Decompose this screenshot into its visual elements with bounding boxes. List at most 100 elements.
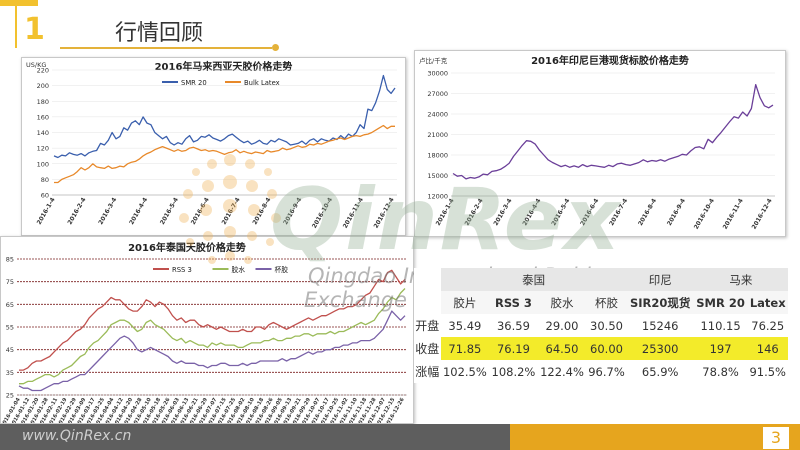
row-label: 开盘 (414, 314, 441, 337)
table-cell: 25300 (626, 337, 694, 360)
table-cell: 96.7% (586, 360, 627, 383)
column-header: RSS 3 (489, 291, 538, 314)
y-tick-label: 120 (37, 145, 49, 153)
title-underline-dot (272, 44, 279, 51)
y-axis-label: US/KG (26, 61, 46, 69)
x-tick-label: 2016-11-4 (722, 198, 745, 231)
group-header-malaysia: 马来 (693, 268, 788, 291)
table-column-header-row: 胶片 RSS 3 胶水 杯胶 SIR20现货 SMR 20 Latex (414, 291, 788, 314)
y-axis-label: 卢比/千克 (419, 56, 448, 65)
column-header: SIR20现货 (626, 291, 694, 314)
title-underline (60, 47, 272, 49)
table-cell: 110.15 (693, 314, 748, 337)
y-tick-label: 25 (6, 392, 14, 400)
x-tick-label: 2016-12-4 (751, 198, 774, 231)
legend-label: SMR 20 (181, 79, 207, 87)
column-header: SMR 20 (693, 291, 748, 314)
y-tick-label: 75 (6, 278, 14, 286)
series-line (54, 124, 395, 184)
column-header-blank (414, 291, 441, 314)
group-header-indonesia: 印尼 (626, 268, 694, 291)
table-group-header-row: 泰国 印尼 马来 (414, 268, 788, 291)
price-summary-table: 泰国 印尼 马来 胶片 RSS 3 胶水 杯胶 SIR20现货 SMR 20 L… (414, 268, 788, 383)
table-cell: 65.9% (626, 360, 694, 383)
indonesia-chart-panel: 2016年印尼巨港现货标胶价格走势 卢比/千克 12000 15000 18000 210… (414, 50, 786, 237)
table-corner-cell (414, 268, 441, 291)
column-header: Latex (747, 291, 788, 314)
legend-label: Bulk Latex (244, 79, 280, 87)
y-tick-label: 220 (37, 67, 49, 75)
y-tick-label: 15000 (427, 172, 448, 180)
column-header: 胶片 (440, 291, 490, 314)
table-cell: 60.00 (586, 337, 627, 360)
x-tick-label: 2016-9-4 (666, 198, 687, 228)
column-header: 胶水 (537, 291, 587, 314)
y-tick-label: 80 (41, 176, 49, 184)
table-cell: 36.59 (489, 314, 538, 337)
y-tick-label: 12000 (427, 193, 448, 201)
y-tick-label: 60 (41, 192, 49, 200)
y-tick-label: 65 (6, 301, 14, 309)
x-tick-label: 2016-3-4 (97, 197, 118, 227)
column-header: 杯胶 (586, 291, 627, 314)
table-cell: 197 (693, 337, 748, 360)
thailand-chart-panel: 2016年泰国天胶价格走势 25 35 45 55 65 75 85 2016-01-04 201… (0, 236, 414, 429)
y-tick-label: 140 (37, 129, 49, 137)
table-cell: 146 (747, 337, 788, 360)
x-tick-label: 2016-8-4 (637, 198, 658, 228)
row-label: 涨幅 (414, 360, 441, 383)
chart-title: 2016年印尼巨港现货标胶价格走势 (531, 54, 689, 67)
malaysia-chart-panel: 2016年马来西亚天胶价格走势 US/KG 60 80 100 120 140 160 180 2… (21, 57, 406, 236)
y-tick-label: 200 (37, 82, 49, 90)
x-tick-label: 2016-2-4 (66, 197, 87, 227)
thailand-price-chart: 2016年泰国天胶价格走势253545556575852016-01-04201… (0, 241, 407, 429)
y-tick-label: 35 (6, 369, 14, 377)
footer-dark-band (0, 424, 510, 450)
group-header-thailand: 泰国 (440, 268, 627, 291)
chart-title: 2016年马来西亚天胶价格走势 (155, 60, 293, 73)
y-tick-label: 24000 (427, 111, 448, 119)
watermark-dots (179, 154, 281, 264)
table-row-open: 开盘 35.49 36.59 29.00 30.50 15246 110.15 … (414, 314, 788, 337)
indonesia-price-chart: 2016年印尼巨港现货标胶价格走势 卢比/千克 12000 15000 18000 210… (419, 54, 775, 231)
table-cell: 76.19 (489, 337, 538, 360)
y-tick-label: 30000 (427, 70, 448, 78)
table-cell: 71.85 (440, 337, 490, 360)
y-tick-label: 85 (6, 256, 14, 264)
table-cell: 78.8% (693, 360, 748, 383)
table-cell: 91.5% (747, 360, 788, 383)
y-tick-label: 21000 (427, 131, 448, 139)
row-label: 收盘 (414, 337, 441, 360)
table-cell: 122.4% (537, 360, 587, 383)
page-title: 行情回顾 (115, 21, 204, 46)
x-tick-label: 2016-10-4 (693, 198, 716, 231)
table-row-change: 涨幅 102.5% 108.2% 122.4% 96.7% 65.9% 78.8… (414, 360, 788, 383)
legend-label: 杯胶 (275, 265, 289, 274)
table-cell: 35.49 (440, 314, 490, 337)
header-accent-bar (0, 0, 38, 6)
table-cell: 76.25 (747, 314, 788, 337)
table-cell: 30.50 (586, 314, 627, 337)
y-tick-label: 160 (37, 113, 49, 121)
table-cell: 15246 (626, 314, 694, 337)
table-cell: 29.00 (537, 314, 587, 337)
legend-label: 胶水 (232, 265, 246, 274)
table-cell: 108.2% (489, 360, 538, 383)
y-tick-label: 180 (37, 98, 49, 106)
y-tick-label: 45 (6, 346, 14, 354)
section-number: 1 (24, 12, 45, 47)
series-line (452, 83, 774, 180)
watermark-brand: QinRex (270, 170, 622, 270)
series-line (18, 310, 406, 392)
page-number: 3 (762, 426, 790, 450)
x-tick-label: 2016-1-4 (36, 197, 57, 227)
y-tick-label: 100 (37, 160, 49, 168)
y-tick-label: 27000 (427, 90, 448, 98)
y-tick-label: 18000 (427, 152, 448, 160)
header-accent-line (15, 0, 17, 48)
chart-title: 2016年泰国天胶价格走势 (128, 241, 246, 254)
footer-website: www.QinRex.cn (22, 428, 132, 444)
malaysia-price-chart: 2016年马来西亚天胶价格走势 US/KG 60 80 100 120 140 160 180 2… (26, 60, 397, 230)
series-line (19, 288, 406, 385)
table-cell: 102.5% (440, 360, 490, 383)
